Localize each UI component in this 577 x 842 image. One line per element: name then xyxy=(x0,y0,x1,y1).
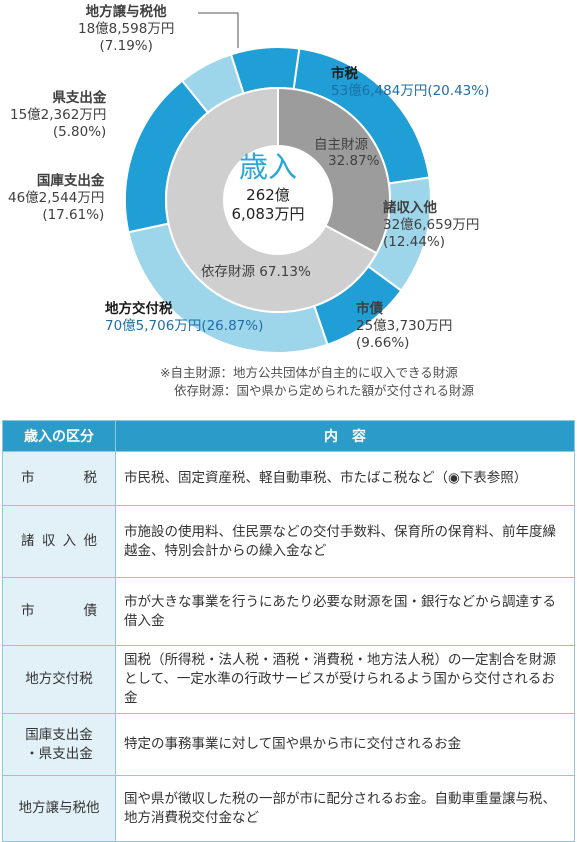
label-name: 地方交付税 xyxy=(105,301,173,317)
table-row: 市税 市民税、固定資産税、軽自動車税、市たばこ税など（◉下表参照） xyxy=(2,451,575,506)
row-description: 市が大きな事業を行うにあたり必要な財源を国・銀行などから調達する借入金 xyxy=(115,577,575,646)
label-percent: (5.80%) xyxy=(52,124,107,140)
label-percent: (26.87%) xyxy=(201,318,264,334)
note-self-funded: ※自主財源：地方公共団体が自主的に収入できる財源 xyxy=(160,365,458,380)
row-category: 市税 xyxy=(2,451,116,506)
row-category: 諸収入他 xyxy=(2,505,116,578)
label-amount: 25億3,730万円 xyxy=(356,318,453,334)
label-amount: 70億5,706万円 xyxy=(105,318,202,334)
label-name: 国庫支出金 xyxy=(36,173,105,189)
label-percent: (7.19%) xyxy=(99,38,153,54)
table-row: 諸収入他 市施設の使用料、住民票などの交付手数料、保育所の保育料、前年度繰越金、… xyxy=(2,505,575,578)
note-dependent: 依存財源：国や県から定められた額が交付される財源 xyxy=(174,383,475,398)
label-misc-revenue: 諸収入他 32億6,659万円 (12.44%) xyxy=(383,200,479,251)
table-row: 国庫支出金 ・県支出金 特定の事務事業に対して国や県から市に交付されるお金 xyxy=(2,713,575,776)
center-title: 歳入 xyxy=(238,150,297,184)
row-description: 市施設の使用料、住民票などの交付手数料、保育所の保育料、前年度繰越金、特別会計か… xyxy=(115,505,575,578)
inner-label-self-funded: 自主財源 32.87% xyxy=(314,133,379,169)
label-percent: (17.61%) xyxy=(42,207,105,223)
label-municipal-bonds: 市債 25億3,730万円 (9.66%) xyxy=(356,301,452,352)
inner-label-self-name: 自主財源 xyxy=(314,137,368,153)
label-local-allocation-tax: 地方交付税 70億5,706万円(26.87%) xyxy=(105,301,263,335)
label-amount: 53億6,484万円 xyxy=(331,83,428,99)
row-category: 国庫支出金 ・県支出金 xyxy=(2,713,116,776)
label-percent: (9.66%) xyxy=(356,335,410,351)
label-name: 市税 xyxy=(331,66,358,82)
row-category: 市債 xyxy=(2,577,116,646)
label-city-tax: 市税 53億6,484万円(20.43%) xyxy=(331,66,489,100)
label-name: 市債 xyxy=(356,301,383,317)
inner-label-self-percent: 32.87% xyxy=(328,153,380,169)
label-percent: (12.44%) xyxy=(383,234,446,250)
label-name: 県支出金 xyxy=(52,90,107,106)
chart-notes: ※自主財源：地方公共団体が自主的に収入できる財源 依存財源：国や県から定められた… xyxy=(160,364,474,400)
inner-label-dependent: 依存財源 67.13% xyxy=(201,264,311,280)
label-name: 地方譲与税他 xyxy=(85,4,167,20)
table-row: 地方譲与税他 国や県が徴収した税の一部が市に配分されるお金。自動車重量譲与税、地… xyxy=(2,775,575,842)
label-amount: 32億6,659万円 xyxy=(383,217,480,233)
label-national-disbursement: 国庫支出金 46億2,544万円 (17.61%) xyxy=(8,173,104,224)
row-description: 国税（所得税・法人税・酒税・消費税・地方法人税）の一定割合を財源として、一定水準… xyxy=(115,645,575,714)
outer-slice-6 xyxy=(229,46,301,95)
table-row: 地方交付税 国税（所得税・法人税・酒税・消費税・地方法人税）の一定割合を財源とし… xyxy=(2,645,575,714)
label-amount: 46億2,544万円 xyxy=(8,190,105,206)
label-amount: 18億8,598万円 xyxy=(78,21,175,37)
center-amount: 262億 6,083万円 xyxy=(218,186,318,224)
donut-svg xyxy=(124,12,432,354)
table-header-row: 歳入の区分 内 容 xyxy=(2,420,575,452)
row-category: 地方譲与税他 xyxy=(2,775,116,842)
revenue-donut-chart: 歳入 262億 6,083万円 自主財源 32.87% 依存財源 67.13% … xyxy=(0,0,577,412)
label-prefecture-disbursement: 県支出金 15億2,362万円 (5.80%) xyxy=(10,90,106,141)
leader-line xyxy=(198,12,239,48)
row-description: 特定の事務事業に対して国や県から市に交付されるお金 xyxy=(115,713,575,776)
center-amount-line1: 262億 xyxy=(246,186,290,204)
table-row: 市債 市が大きな事業を行うにあたり必要な財源を国・銀行などから調達する借入金 xyxy=(2,577,575,646)
label-local-transfer-tax: 地方譲与税他 18億8,598万円 (7.19%) xyxy=(78,4,174,55)
revenue-category-table: 歳入の区分 内 容 市税 市民税、固定資産税、軽自動車税、市たばこ税など（◉下表… xyxy=(2,420,575,842)
row-description: 市民税、固定資産税、軽自動車税、市たばこ税など（◉下表参照） xyxy=(115,451,575,506)
header-content: 内 容 xyxy=(115,420,575,452)
header-category: 歳入の区分 xyxy=(2,420,116,452)
label-percent: (20.43%) xyxy=(427,83,490,99)
center-disk xyxy=(223,145,333,255)
row-description: 国や県が徴収した税の一部が市に配分されるお金。自動車重量譲与税、地方消費税交付金… xyxy=(115,775,575,842)
center-amount-line2: 6,083万円 xyxy=(231,205,305,223)
label-amount: 15億2,362万円 xyxy=(10,107,107,123)
row-category: 地方交付税 xyxy=(2,645,116,714)
label-name: 諸収入他 xyxy=(383,200,437,216)
